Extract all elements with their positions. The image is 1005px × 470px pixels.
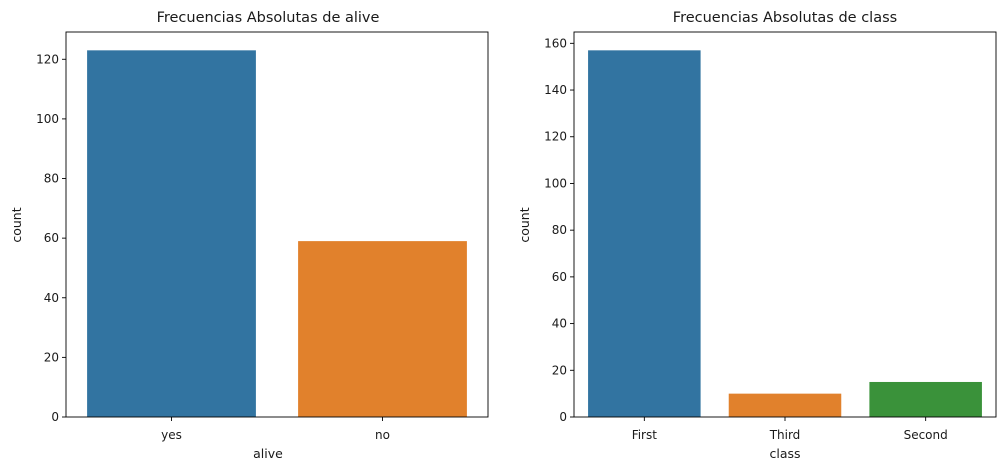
y-tick-label: 160 <box>544 36 567 50</box>
bars <box>87 50 467 417</box>
y-tick-label: 100 <box>544 176 567 190</box>
y-axis-ticks: 0 20 40 60 80 100 120 140 160 <box>544 36 574 424</box>
bar-second <box>869 381 982 417</box>
y-tick-label: 20 <box>552 363 567 377</box>
x-tick-label: Third <box>769 428 801 442</box>
y-tick-label: 80 <box>44 172 59 186</box>
x-tick-label: Second <box>904 428 948 442</box>
x-tick-label: yes <box>161 428 182 442</box>
y-tick-label: 80 <box>552 223 567 237</box>
y-axis-ticks: 0 20 40 60 80 100 120 <box>36 52 66 424</box>
bar-yes <box>87 50 256 417</box>
y-tick-label: 20 <box>44 350 59 364</box>
y-tick-label: 60 <box>44 231 59 245</box>
y-tick-label: 0 <box>51 410 59 424</box>
axes-frame <box>573 31 997 418</box>
x-tick-label: First <box>632 428 658 442</box>
y-axis-label: count <box>517 207 532 242</box>
chart-title: Frecuencias Absolutas de alive <box>157 10 380 26</box>
y-axis-label: count <box>9 207 24 242</box>
x-axis-ticks: First Third Second <box>632 417 948 442</box>
y-tick-label: 120 <box>36 52 59 66</box>
bar-no <box>298 241 467 417</box>
bars <box>588 50 982 417</box>
chart-class: Frecuencias Absolutas de class 0 20 40 60 80… <box>517 10 997 461</box>
y-tick-label: 40 <box>44 291 59 305</box>
bar-third <box>728 393 842 417</box>
y-tick-label: 120 <box>544 130 567 144</box>
y-tick-label: 0 <box>559 410 567 424</box>
chart-title: Frecuencias Absolutas de class <box>673 10 897 26</box>
x-tick-label: no <box>375 428 390 442</box>
chart-alive: Frecuencias Absolutas de alive 0 20 40 60 80… <box>9 10 489 461</box>
y-tick-label: 60 <box>552 270 567 284</box>
x-axis-label: class <box>769 446 800 461</box>
x-axis-label: alive <box>253 446 283 461</box>
x-axis-ticks: yes no <box>161 417 390 442</box>
axes-frame <box>65 31 489 418</box>
y-tick-label: 40 <box>552 317 567 331</box>
y-tick-label: 100 <box>36 112 59 126</box>
bar-first <box>588 50 701 417</box>
y-tick-label: 140 <box>544 83 567 97</box>
